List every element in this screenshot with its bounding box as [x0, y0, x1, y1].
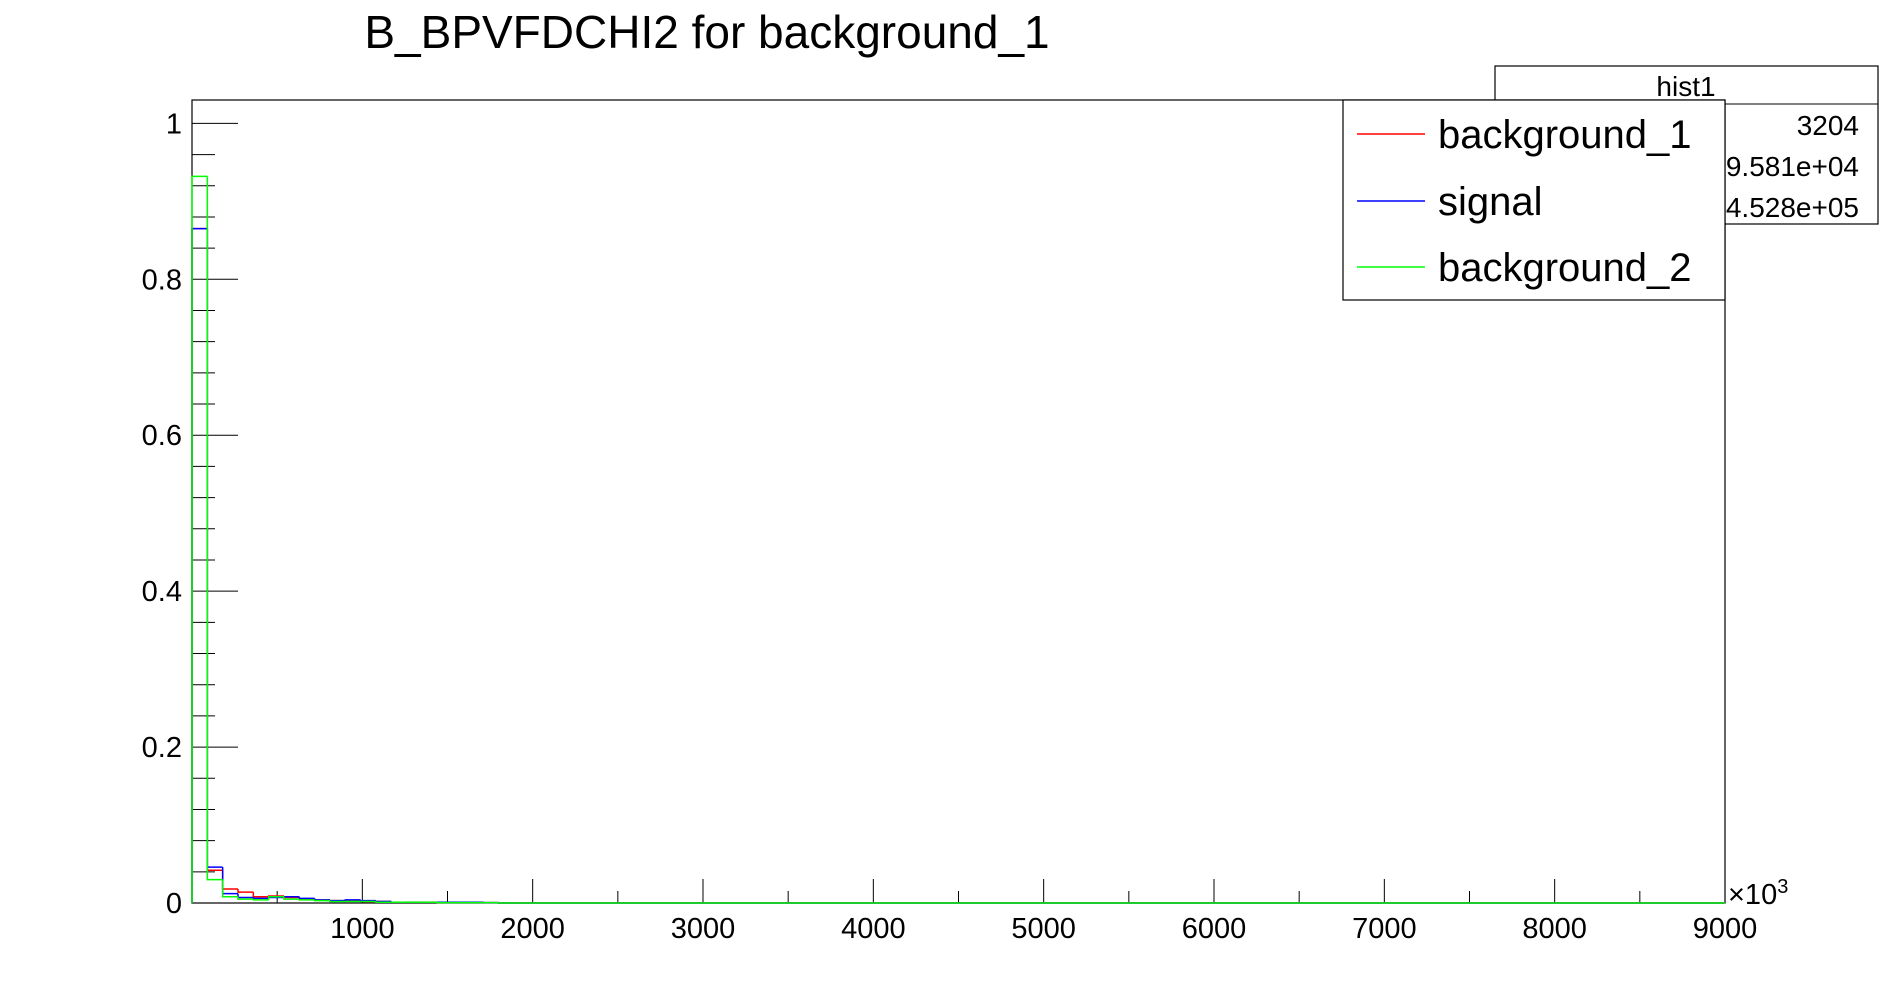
x-tick-label: 6000 [1182, 913, 1247, 945]
x-tick-labels: 1000 2000 3000 4000 5000 6000 7000 8000 9000 [330, 913, 1757, 945]
y-tick-label: 1 [166, 108, 182, 140]
histogram-bin [329, 899, 346, 902]
histogram-bin [252, 892, 269, 898]
y-tick-label: 0 [166, 888, 182, 920]
y-tick-label: 0.8 [142, 264, 182, 296]
histogram-bin [298, 896, 315, 900]
histogram-bin [375, 900, 392, 903]
histogram-bin [283, 896, 300, 898]
histogram-bin [206, 228, 223, 868]
histogram-bin [191, 175, 208, 903]
y-tick-label: 0.4 [142, 576, 182, 608]
histogram-bin [252, 897, 269, 900]
histogram-bin [298, 899, 315, 901]
x-tick-label: 4000 [841, 913, 906, 945]
x-axis-multiplier-exponent: 3 [1777, 876, 1788, 898]
y-tick-label: 0.2 [142, 732, 182, 764]
stats-box-title: hist1 [1656, 71, 1715, 102]
histogram-bin [359, 899, 376, 902]
axis-ticks [192, 122, 1726, 904]
histogram-bin [283, 896, 300, 900]
histogram-bin [237, 888, 254, 893]
histogram-bin [267, 896, 284, 900]
histogram-bin [375, 901, 392, 903]
legend: background_1 signal background_2 [1342, 99, 1726, 301]
histogram-bin [344, 899, 361, 901]
histogram-bin [221, 879, 238, 898]
x-tick-label: 2000 [500, 913, 565, 945]
x-tick-label: 1000 [330, 913, 395, 945]
x-tick-label: 3000 [671, 913, 736, 945]
y-tick-label: 0.6 [142, 420, 182, 452]
histogram-bin [313, 898, 330, 901]
x-tick-label: 9000 [1693, 913, 1758, 945]
stats-stddev-value: 4.528e+05 [1726, 192, 1859, 223]
histogram-bin [206, 228, 223, 872]
x-axis-multiplier-base: ×10 [1728, 879, 1777, 911]
histogram-series [191, 175, 1725, 904]
histogram-bin [329, 900, 346, 903]
histogram-bin [267, 896, 284, 899]
y-tick-labels: 0 0.2 0.4 0.6 0.8 1 [142, 108, 182, 920]
stats-entries-value: 3204 [1797, 110, 1859, 141]
histogram-bin [191, 227, 208, 903]
x-tick-label: 8000 [1522, 913, 1587, 945]
chart-title: B_BPVFDCHI2 for background_1 [364, 6, 1049, 58]
legend-label-background-1: background_1 [1438, 113, 1692, 157]
series-background-2 [191, 175, 1725, 904]
histogram-bin [206, 176, 223, 881]
histogram-bin [221, 870, 238, 890]
stats-mean-value: 9.581e+04 [1726, 151, 1859, 182]
legend-label-signal: signal [1438, 180, 1543, 224]
x-axis-multiplier: ×103 [1728, 876, 1788, 911]
histogram-bin [191, 227, 208, 903]
histogram-bin [237, 893, 254, 899]
histogram-bin [237, 896, 254, 900]
series-signal [191, 227, 1725, 904]
x-tick-label: 5000 [1011, 913, 1076, 945]
histogram-bin [252, 899, 269, 901]
legend-label-background-2: background_2 [1438, 246, 1692, 290]
histogram-bin [313, 899, 330, 902]
x-tick-label: 7000 [1352, 913, 1417, 945]
series-background-1 [191, 227, 1725, 904]
